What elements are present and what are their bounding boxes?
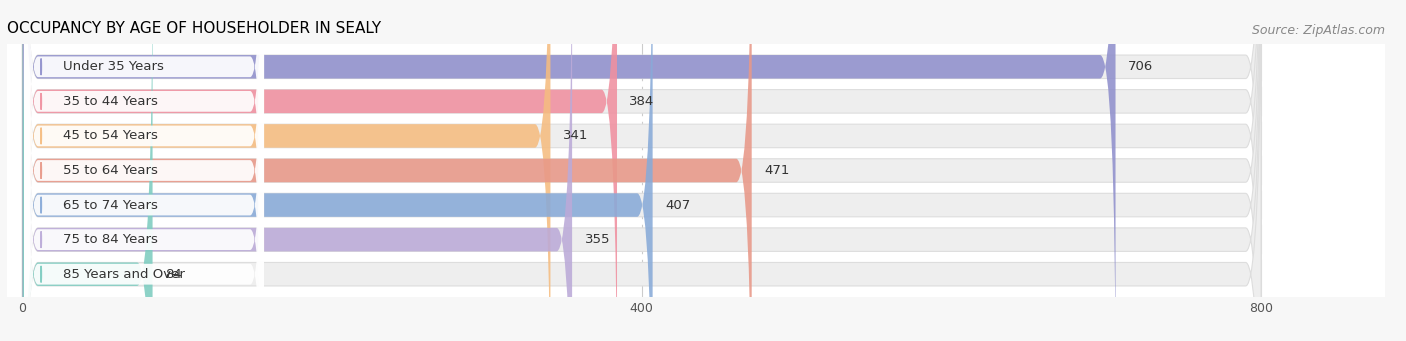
FancyBboxPatch shape bbox=[24, 0, 264, 341]
FancyBboxPatch shape bbox=[22, 0, 1261, 341]
Text: 65 to 74 Years: 65 to 74 Years bbox=[63, 198, 157, 211]
Text: 355: 355 bbox=[585, 233, 610, 246]
Text: OCCUPANCY BY AGE OF HOUSEHOLDER IN SEALY: OCCUPANCY BY AGE OF HOUSEHOLDER IN SEALY bbox=[7, 21, 381, 36]
FancyBboxPatch shape bbox=[22, 0, 617, 341]
FancyBboxPatch shape bbox=[24, 0, 264, 341]
Text: 84: 84 bbox=[165, 268, 181, 281]
FancyBboxPatch shape bbox=[22, 0, 550, 341]
Text: 341: 341 bbox=[562, 130, 588, 143]
FancyBboxPatch shape bbox=[22, 0, 752, 341]
FancyBboxPatch shape bbox=[22, 0, 572, 341]
FancyBboxPatch shape bbox=[22, 0, 153, 341]
Text: 384: 384 bbox=[630, 95, 655, 108]
FancyBboxPatch shape bbox=[24, 0, 264, 341]
Text: Source: ZipAtlas.com: Source: ZipAtlas.com bbox=[1251, 24, 1385, 37]
Text: 706: 706 bbox=[1128, 60, 1153, 73]
FancyBboxPatch shape bbox=[22, 0, 1261, 341]
FancyBboxPatch shape bbox=[22, 0, 1261, 341]
FancyBboxPatch shape bbox=[22, 0, 1115, 341]
FancyBboxPatch shape bbox=[22, 0, 1261, 341]
Text: 35 to 44 Years: 35 to 44 Years bbox=[63, 95, 157, 108]
Text: 85 Years and Over: 85 Years and Over bbox=[63, 268, 184, 281]
Text: 471: 471 bbox=[763, 164, 789, 177]
FancyBboxPatch shape bbox=[24, 0, 264, 341]
Text: 407: 407 bbox=[665, 198, 690, 211]
FancyBboxPatch shape bbox=[22, 0, 1261, 341]
FancyBboxPatch shape bbox=[24, 0, 264, 341]
Text: 75 to 84 Years: 75 to 84 Years bbox=[63, 233, 157, 246]
Text: 55 to 64 Years: 55 to 64 Years bbox=[63, 164, 157, 177]
Text: 45 to 54 Years: 45 to 54 Years bbox=[63, 130, 157, 143]
FancyBboxPatch shape bbox=[22, 0, 1261, 341]
FancyBboxPatch shape bbox=[24, 0, 264, 341]
FancyBboxPatch shape bbox=[24, 0, 264, 341]
Text: Under 35 Years: Under 35 Years bbox=[63, 60, 163, 73]
FancyBboxPatch shape bbox=[22, 0, 1261, 341]
FancyBboxPatch shape bbox=[22, 0, 652, 341]
